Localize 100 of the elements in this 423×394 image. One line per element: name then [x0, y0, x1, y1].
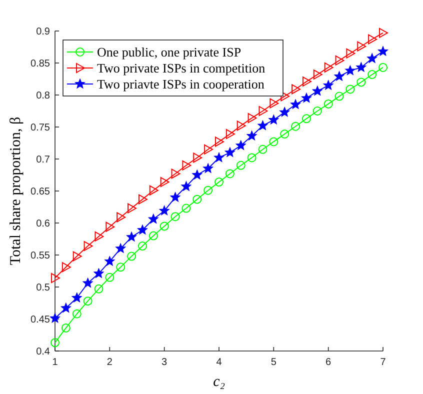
point — [247, 153, 256, 162]
point — [106, 222, 115, 232]
point — [226, 129, 235, 140]
x-axis-title: c₂ — [213, 374, 225, 390]
point — [258, 120, 268, 130]
point — [356, 62, 366, 72]
point — [280, 106, 290, 117]
point — [334, 71, 344, 81]
point — [82, 278, 93, 288]
point — [324, 99, 333, 108]
point — [51, 273, 60, 284]
point — [290, 99, 301, 109]
point — [215, 136, 224, 147]
legend-label: Two priavte ISPs in cooperation — [97, 76, 265, 92]
x-tick-label: 3 — [162, 357, 168, 368]
point — [149, 185, 158, 196]
point — [193, 152, 202, 163]
y-axis-title: Total share proportion, β — [8, 116, 24, 266]
point — [346, 48, 356, 58]
point — [182, 204, 191, 213]
point — [301, 92, 312, 103]
point — [214, 178, 224, 187]
point — [116, 262, 126, 272]
point — [258, 106, 268, 116]
point — [127, 252, 136, 261]
point — [104, 256, 115, 266]
point — [280, 130, 290, 139]
point — [248, 113, 257, 124]
point — [236, 140, 246, 150]
y-tick-label: 0.85 — [30, 58, 50, 70]
point — [323, 80, 334, 90]
point — [72, 251, 82, 262]
point — [292, 84, 301, 94]
point — [137, 224, 148, 234]
x-tick-label: 7 — [380, 357, 386, 368]
point — [236, 160, 246, 170]
point — [72, 309, 82, 318]
x-tick-label: 5 — [270, 357, 277, 368]
y-tick-label: 0.4 — [36, 346, 50, 358]
point — [345, 65, 356, 76]
point — [324, 62, 334, 72]
point — [312, 106, 322, 116]
point — [368, 34, 378, 44]
point — [203, 163, 214, 173]
point — [335, 55, 344, 66]
point — [313, 70, 322, 80]
point — [291, 122, 300, 131]
point — [72, 292, 82, 302]
y-tick-label: 0.7 — [36, 154, 50, 166]
y-tick-label: 0.9 — [36, 26, 50, 38]
point — [128, 203, 137, 214]
point — [170, 212, 180, 222]
y-tick-label: 0.65 — [30, 186, 50, 198]
point — [62, 262, 71, 272]
point — [50, 338, 60, 348]
x-tick-label: 2 — [106, 357, 113, 368]
point — [138, 242, 147, 251]
point — [236, 120, 246, 131]
point — [105, 272, 114, 282]
y-tick-label: 0.6 — [36, 218, 50, 230]
point — [357, 41, 366, 52]
point — [170, 192, 180, 202]
point — [160, 222, 169, 231]
y-tick-label: 0.75 — [30, 122, 50, 134]
point — [50, 313, 60, 323]
x-tick-label: 1 — [52, 357, 58, 368]
point — [367, 53, 378, 63]
point — [60, 302, 71, 312]
point — [84, 241, 93, 252]
point — [356, 78, 366, 87]
point — [148, 214, 158, 224]
point — [148, 231, 158, 240]
point — [225, 169, 234, 178]
y-tick-label: 0.45 — [30, 314, 50, 326]
point — [192, 170, 202, 180]
x-tick-label: 6 — [326, 357, 332, 368]
point — [302, 114, 311, 124]
point — [94, 231, 104, 242]
point — [246, 130, 257, 140]
point — [181, 181, 192, 191]
point — [94, 268, 104, 278]
point — [346, 84, 355, 94]
point — [159, 206, 170, 216]
y-tick-label: 0.55 — [30, 250, 50, 262]
point — [224, 147, 235, 157]
point — [302, 76, 312, 87]
point — [334, 92, 344, 101]
point — [204, 186, 213, 195]
y-tick-label: 0.8 — [36, 90, 50, 102]
point — [182, 160, 192, 170]
point — [192, 194, 202, 204]
point — [160, 177, 170, 188]
point — [83, 296, 92, 306]
point — [378, 62, 388, 72]
point — [126, 232, 137, 242]
point — [268, 114, 279, 124]
legend-label: One public, one private ISP — [97, 44, 242, 60]
point — [171, 168, 180, 179]
point — [378, 46, 388, 56]
point — [204, 144, 214, 154]
